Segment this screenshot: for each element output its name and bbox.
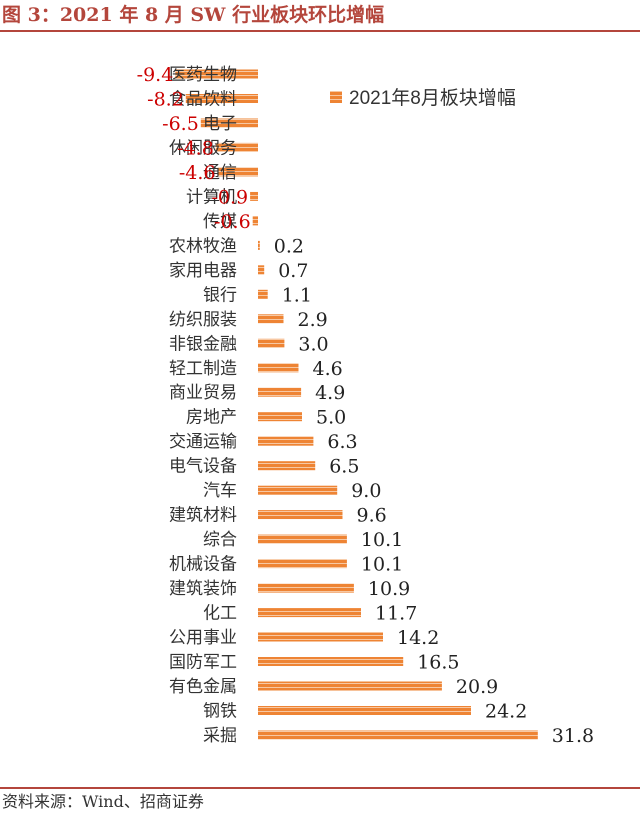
category-label-13: 轻工制造: [169, 359, 237, 379]
bar-14: [258, 387, 302, 397]
category-label-6: 计算机: [186, 187, 237, 207]
value-label-1: -9.4: [137, 64, 174, 86]
bar-18: [258, 485, 338, 495]
category-label-9: 家用电器: [169, 261, 237, 281]
value-label-9: 0.7: [278, 260, 308, 282]
value-label-10: 1.1: [282, 284, 312, 306]
category-label-11: 纺织服装: [169, 310, 237, 330]
bar-23: [258, 608, 361, 618]
category-label-24: 公用事业: [169, 628, 237, 648]
category-label-18: 汽车: [203, 481, 237, 501]
bar-16: [258, 436, 314, 446]
bar-15: [258, 412, 302, 422]
source-rule: [0, 787, 640, 789]
bar-chart: 医药生物-9.4食品饮料-8.2电子-6.5休闲服务-4.8通信-4.6计算机-…: [137, 64, 594, 747]
value-label-18: 9.0: [351, 480, 381, 502]
bar-5: [217, 167, 258, 177]
bar-28: [258, 730, 538, 740]
bar-9: [258, 265, 265, 275]
value-label-25: 16.5: [417, 652, 459, 674]
category-label-14: 商业贸易: [169, 383, 237, 403]
bar-11: [258, 314, 284, 324]
bar-22: [258, 583, 354, 593]
bar-24: [258, 632, 383, 642]
bar-13: [258, 363, 299, 373]
bar-25: [258, 657, 404, 666]
value-label-20: 10.1: [361, 529, 403, 551]
category-label-15: 房地产: [186, 408, 237, 428]
value-label-26: 20.9: [456, 676, 498, 698]
value-label-12: 3.0: [298, 333, 328, 355]
value-label-17: 6.5: [329, 456, 359, 478]
category-label-3: 电子: [203, 114, 237, 134]
labels-layer: 医药生物-9.4食品饮料-8.2电子-6.5休闲服务-4.8通信-4.6计算机-…: [137, 64, 594, 747]
value-label-28: 31.8: [552, 725, 594, 747]
bar-1: [175, 69, 258, 79]
title-rule: [0, 30, 640, 32]
legend: 2021年8月板块增幅: [330, 87, 516, 109]
category-label-25: 国防军工: [169, 653, 237, 673]
bar-10: [258, 289, 268, 299]
value-label-14: 4.9: [315, 382, 345, 404]
category-label-22: 建筑装饰: [169, 579, 237, 599]
value-label-22: 10.9: [368, 578, 410, 600]
legend-swatch: [330, 91, 342, 103]
value-label-5: -4.6: [179, 162, 216, 184]
category-label-7: 传媒: [203, 212, 237, 232]
bar-6: [250, 191, 258, 201]
bar-4: [215, 142, 258, 152]
category-label-17: 电气设备: [169, 457, 237, 477]
source-note: 资料来源：Wind、招商证券: [2, 792, 204, 811]
bar-26: [258, 681, 442, 691]
bar-12: [258, 338, 285, 348]
bars-layer: [175, 69, 538, 740]
legend-label: 2021年8月板块增幅: [349, 87, 516, 109]
category-label-27: 钢铁: [203, 702, 237, 722]
category-label-20: 综合: [203, 530, 237, 550]
value-label-3: -6.5: [162, 113, 199, 135]
category-label-2: 食品饮料: [169, 90, 237, 110]
bar-3: [200, 118, 258, 128]
value-label-13: 4.6: [313, 358, 343, 380]
value-label-8: 0.2: [274, 235, 304, 257]
category-label-5: 通信: [203, 163, 237, 183]
category-label-23: 化工: [203, 604, 237, 624]
value-label-2: -8.2: [147, 89, 184, 111]
value-label-23: 11.7: [375, 603, 417, 625]
category-label-10: 银行: [203, 285, 237, 305]
category-label-8: 农林牧渔: [169, 236, 237, 256]
category-label-21: 机械设备: [169, 555, 237, 575]
value-label-6: -0.9: [211, 186, 248, 208]
value-label-27: 24.2: [485, 701, 527, 723]
category-label-26: 有色金属: [169, 677, 237, 697]
value-label-11: 2.9: [298, 309, 328, 331]
value-label-16: 6.3: [327, 431, 357, 453]
category-label-28: 采掘: [203, 726, 237, 746]
bar-20: [258, 534, 347, 544]
value-label-7: -0.6: [214, 211, 251, 233]
bar-27: [258, 706, 471, 715]
bar-8: [258, 240, 260, 250]
bar-21: [258, 559, 347, 569]
bar-17: [258, 461, 316, 471]
value-label-19: 9.6: [357, 505, 387, 527]
value-label-4: -4.8: [177, 137, 214, 159]
category-label-19: 建筑材料: [169, 506, 237, 526]
category-label-12: 非银金融: [169, 334, 237, 354]
value-label-15: 5.0: [316, 407, 346, 429]
category-label-16: 交通运输: [169, 432, 237, 452]
category-label-1: 医药生物: [169, 65, 237, 85]
value-label-24: 14.2: [397, 627, 439, 649]
bar-7: [252, 216, 258, 226]
bar-2: [185, 94, 258, 103]
category-label-4: 休闲服务: [169, 138, 237, 158]
value-label-21: 10.1: [361, 554, 403, 576]
bar-19: [258, 510, 343, 520]
figure-title: 图 3：2021 年 8 月 SW 行业板块环比增幅: [2, 4, 385, 26]
